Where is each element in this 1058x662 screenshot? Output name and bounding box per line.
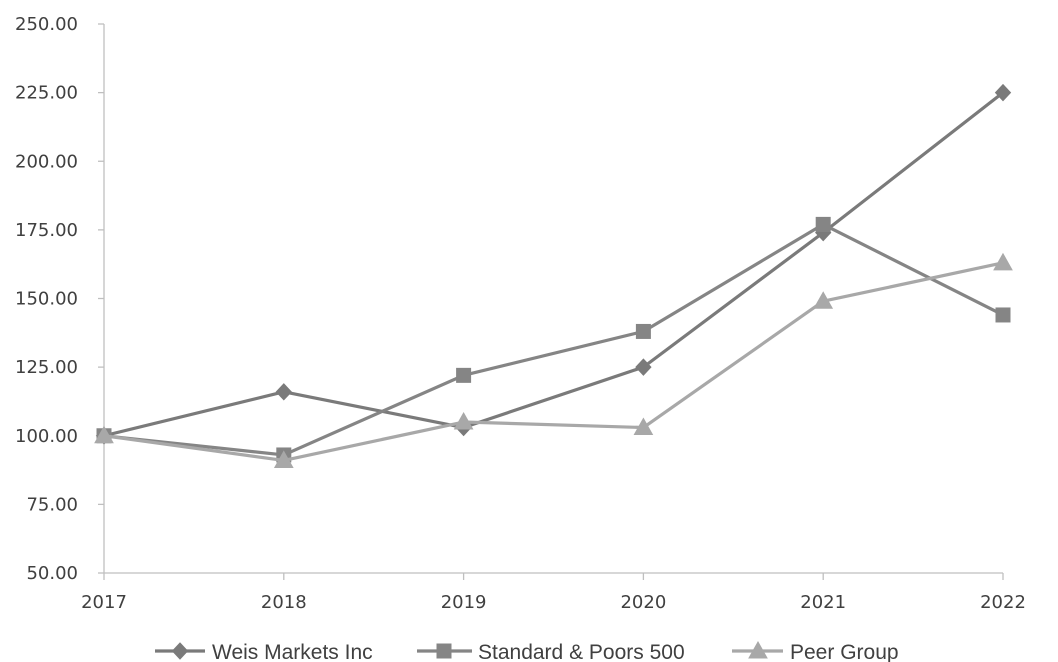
data-point [275,383,292,401]
legend-item: Weis Markets Inc [155,641,373,662]
chart-series [94,83,1013,468]
legend-label: Weis Markets Inc [212,641,373,662]
x-tick-label: 2022 [980,592,1026,613]
y-tick-label: 75.00 [26,494,78,515]
y-tick-label: 200.00 [15,151,78,172]
y-tick-label: 250.00 [15,14,78,35]
data-point [993,252,1013,271]
legend-marker [436,643,452,659]
series-1 [96,216,1011,463]
y-tick-label: 100.00 [15,426,78,447]
legend-label: Peer Group [790,641,899,662]
data-point [635,323,651,339]
series-line [103,222,1004,457]
data-point [995,307,1011,323]
x-tick-label: 2018 [261,592,307,613]
y-tick-label: 175.00 [15,220,78,241]
data-point [635,358,652,376]
y-tick-label: 125.00 [15,357,78,378]
series-0 [95,83,1012,445]
y-tick-label: 225.00 [15,83,78,104]
x-tick-label: 2019 [441,592,487,613]
series-line [103,261,1004,463]
legend-label: Standard & Poors 500 [478,641,685,662]
y-tick-label: 150.00 [15,289,78,310]
legend-item: Standard & Poors 500 [417,641,685,662]
data-point [453,412,474,430]
data-point [94,425,114,444]
data-point [273,450,294,468]
data-point [994,83,1012,102]
x-tick-label: 2020 [620,592,666,613]
data-point [813,291,834,309]
chart-legend: Weis Markets Inc Standard & Poors 500 Peer… [155,640,899,662]
x-tick-label: 2017 [81,592,127,613]
legend-marker [171,642,189,660]
x-tick-label: 2021 [800,592,846,613]
legend-marker [748,640,768,659]
data-point [815,216,831,232]
y-tick-label: 50.00 [26,563,78,584]
chart-axes: 50.00 75.00 100.00 125.00 150.00 175.00 200.00… [15,14,1026,613]
series-line [103,91,1004,438]
legend-item: Peer Group [732,640,899,662]
data-point [456,367,472,383]
series-2 [94,252,1013,468]
data-point [633,417,654,436]
